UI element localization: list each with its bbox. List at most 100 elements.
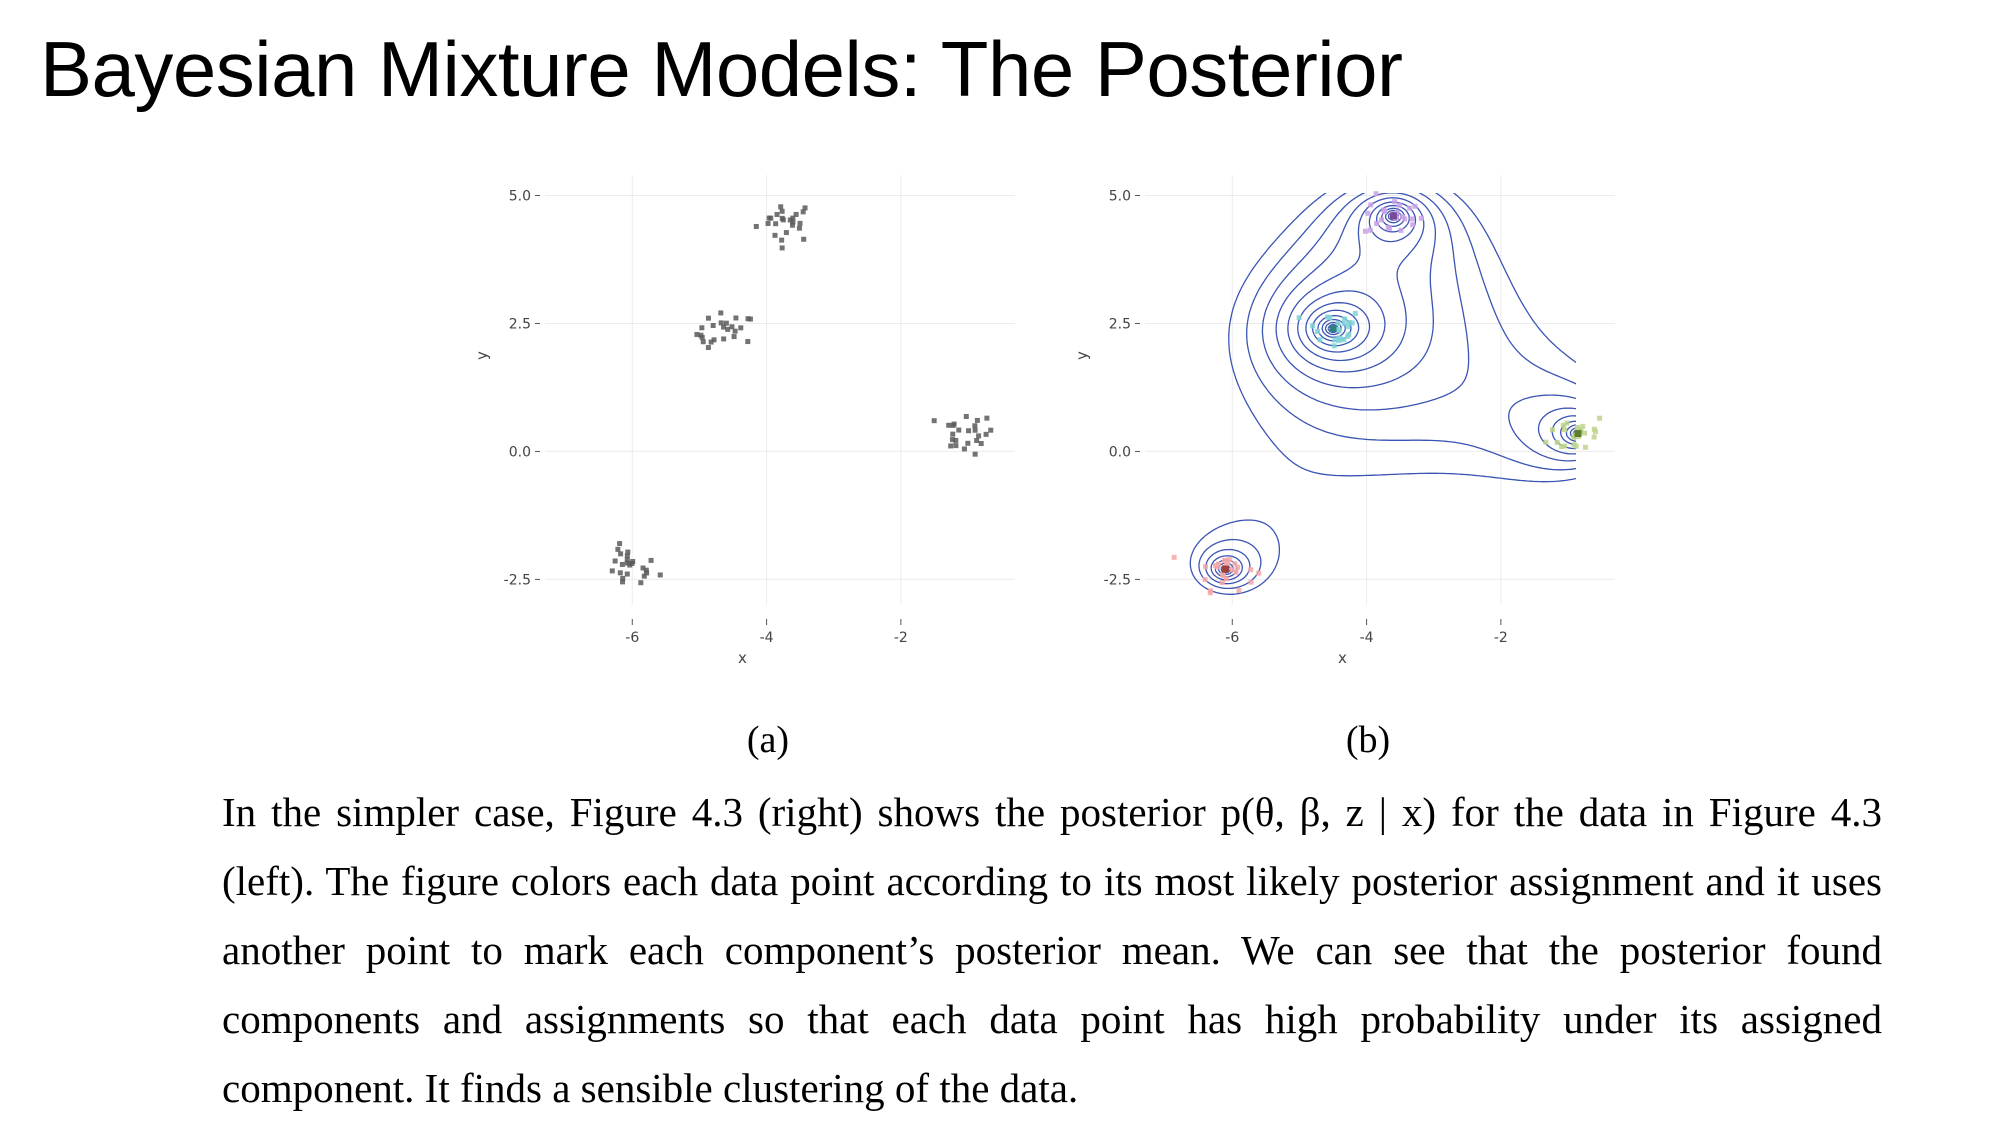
data-point	[950, 431, 956, 437]
data-point	[1382, 209, 1388, 215]
data-point	[657, 572, 663, 578]
data-point	[1215, 561, 1221, 567]
data-point	[1365, 210, 1371, 216]
data-point	[948, 443, 954, 449]
data-point	[1296, 315, 1302, 321]
data-point	[1347, 320, 1353, 326]
data-point	[1564, 420, 1570, 426]
data-point	[1248, 567, 1254, 573]
data-point	[1256, 570, 1262, 576]
data-point	[1327, 315, 1333, 321]
data-point	[718, 320, 724, 326]
x-axis-title: x	[1338, 649, 1347, 667]
data-point	[1341, 337, 1347, 343]
y-axis-title: y	[473, 351, 491, 360]
figure-caption-b: (b)	[1345, 719, 1391, 761]
data-point	[1400, 214, 1406, 220]
data-point	[612, 558, 618, 564]
x-tick-label: -6	[1225, 630, 1239, 646]
data-point	[1226, 557, 1232, 563]
data-point	[1398, 227, 1404, 233]
y-tick-label: 0.0	[1109, 444, 1131, 460]
data-point	[705, 315, 711, 321]
data-point	[638, 580, 644, 586]
data-point	[1220, 573, 1226, 579]
contour-line	[1217, 201, 1576, 576]
data-point	[721, 324, 727, 330]
data-point	[1235, 564, 1241, 570]
body-paragraph: In the simpler case, Figure 4.3 (right) …	[222, 778, 1882, 1123]
data-point	[718, 310, 724, 316]
data-point	[708, 339, 714, 345]
y-tick-label: 2.5	[509, 316, 531, 332]
x-tick-label: -4	[1360, 630, 1374, 646]
x-tick-label: -6	[625, 630, 639, 646]
data-point	[978, 441, 984, 447]
data-point	[988, 427, 994, 433]
data-point	[732, 328, 738, 334]
data-point	[1337, 335, 1343, 341]
data-point	[1362, 228, 1368, 234]
data-point	[644, 570, 650, 576]
data-point	[1374, 221, 1380, 227]
data-point	[630, 558, 636, 564]
data-point	[1335, 320, 1341, 326]
data-point	[1394, 209, 1400, 215]
data-point	[1410, 222, 1416, 228]
x-tick-label: -2	[1494, 630, 1508, 646]
data-point	[1229, 567, 1235, 573]
data-point	[974, 417, 980, 423]
posterior-mean-point	[1222, 565, 1230, 573]
posterior-mean-point	[1329, 325, 1337, 333]
posterior-mean-point	[1389, 212, 1397, 220]
data-point	[972, 451, 978, 457]
data-point	[1574, 424, 1580, 430]
x-tick-label: -2	[894, 630, 908, 646]
data-point	[738, 325, 744, 331]
data-point	[710, 322, 716, 328]
data-point	[797, 220, 803, 226]
data-point	[1559, 444, 1565, 450]
data-point	[1582, 444, 1588, 450]
data-point	[1171, 554, 1177, 560]
data-point	[965, 440, 971, 446]
data-point	[1412, 203, 1418, 209]
data-point	[1248, 579, 1254, 585]
x-axis-title: x	[738, 649, 747, 667]
data-point	[974, 438, 980, 444]
data-point	[699, 325, 705, 331]
data-point	[1560, 422, 1566, 428]
data-point	[778, 204, 784, 210]
data-point	[1332, 337, 1338, 343]
data-point	[729, 324, 735, 330]
y-tick-label: 0.0	[509, 444, 531, 460]
data-point	[753, 223, 759, 229]
contour-line	[1198, 193, 1576, 590]
y-tick-label: 5.0	[509, 188, 531, 204]
y-tick-label: 2.5	[1109, 316, 1131, 332]
data-point	[1331, 343, 1337, 349]
data-point	[624, 571, 630, 577]
contour-line	[1205, 193, 1576, 585]
paragraph-text: In the simpler case, Figure 4.3 (right) …	[222, 789, 1882, 1111]
data-point	[963, 413, 969, 419]
data-point	[700, 339, 706, 345]
contour-line	[1214, 197, 1576, 578]
data-point	[779, 245, 785, 251]
data-point	[619, 561, 625, 567]
data-point	[765, 220, 771, 226]
data-point	[721, 336, 727, 342]
data-point	[1346, 332, 1352, 338]
data-point	[1549, 427, 1555, 433]
data-point	[1233, 569, 1239, 575]
data-point	[950, 422, 956, 428]
data-point	[1368, 202, 1374, 208]
data-point	[790, 219, 796, 225]
data-point	[1562, 427, 1568, 433]
data-point	[1314, 328, 1320, 334]
data-point	[1379, 217, 1385, 223]
data-point	[609, 568, 615, 574]
data-point	[1418, 215, 1424, 221]
data-point	[731, 334, 737, 340]
data-point	[711, 337, 717, 343]
